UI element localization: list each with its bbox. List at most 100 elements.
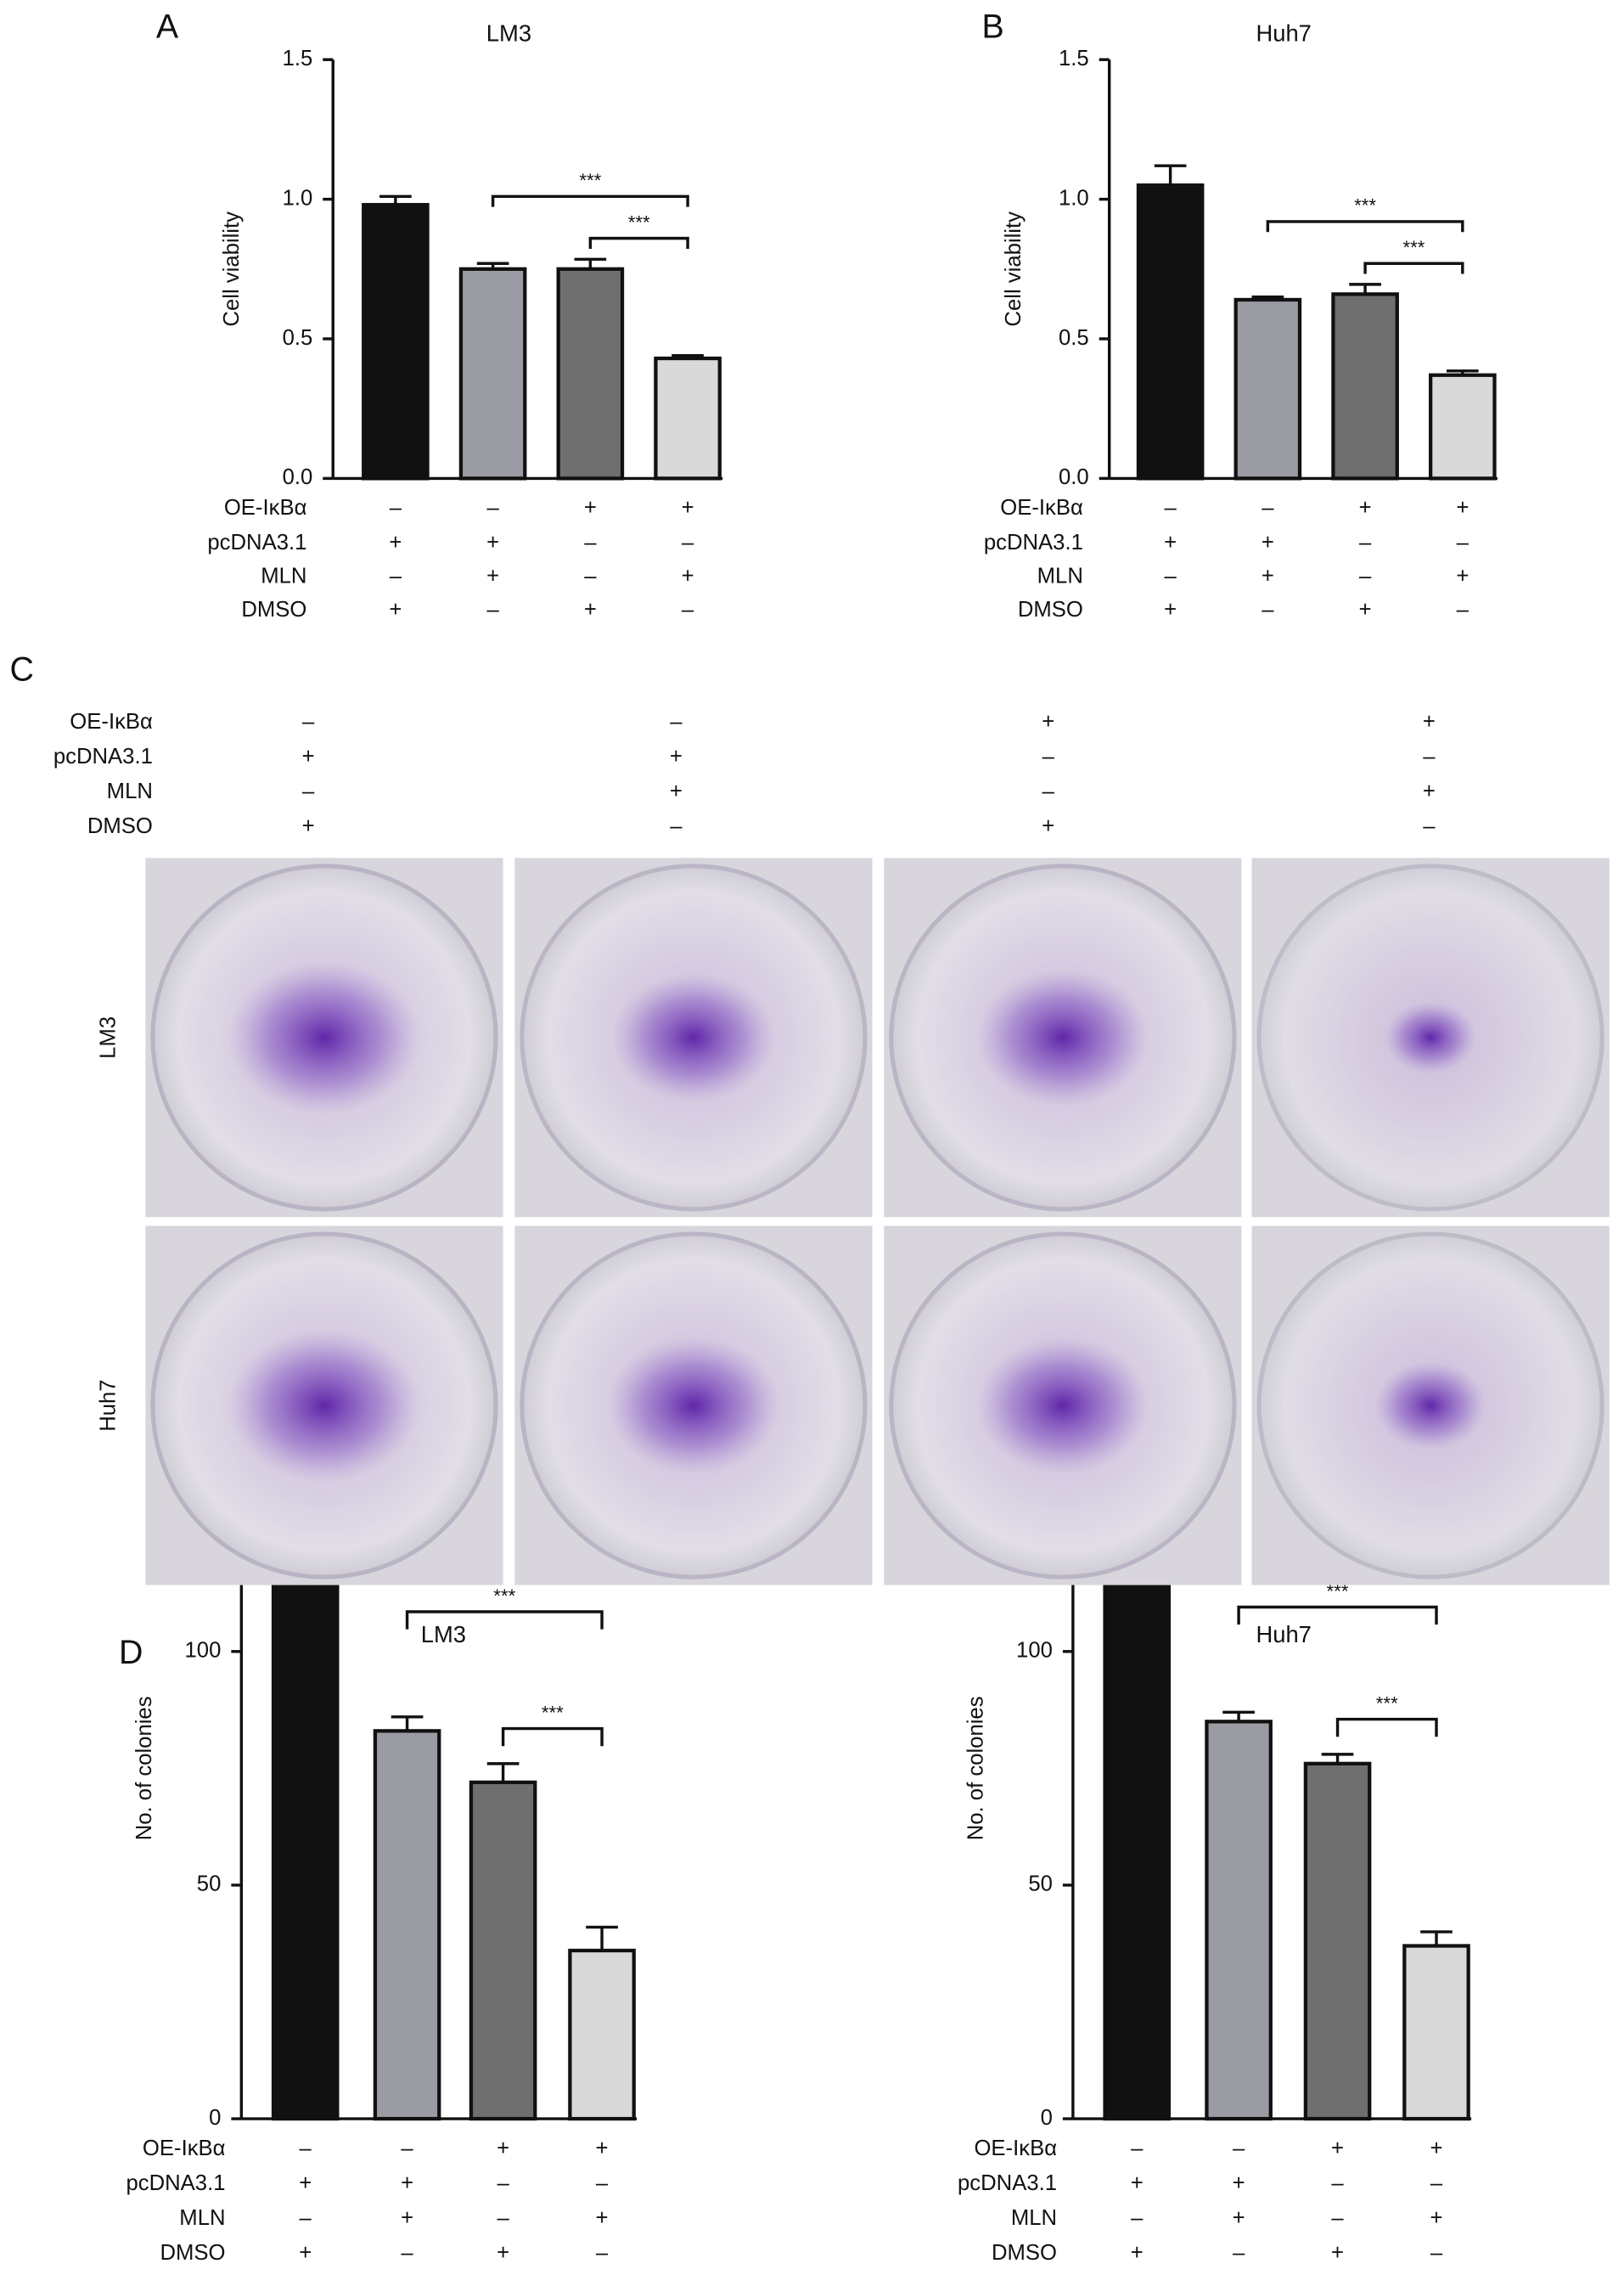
significance-bracket	[588, 236, 689, 249]
condition-sign: –	[596, 2241, 609, 2265]
y-axis-label: No. of colonies	[964, 1696, 988, 1840]
colony-photo	[1251, 1225, 1610, 1585]
significance-label: ***	[493, 1585, 515, 1607]
condition-sign: –	[401, 2241, 413, 2265]
condition-sign: –	[1331, 2171, 1344, 2195]
condition-sign: +	[1042, 814, 1054, 838]
condition-sign: –	[1262, 496, 1274, 520]
chart-title: LM3	[486, 20, 531, 46]
y-tick-label: 1.5	[1059, 47, 1089, 70]
stain	[976, 969, 1149, 1106]
condition-sign: +	[1456, 565, 1469, 588]
condition-label: OE-IκBα	[143, 2137, 226, 2160]
significance-bracket	[1363, 262, 1464, 274]
condition-label: pcDNA3.1	[207, 531, 306, 555]
panel-label: D	[119, 1634, 143, 1671]
condition-sign: –	[1423, 814, 1436, 838]
condition-sign: –	[1164, 496, 1177, 520]
chart-title: Huh7	[1256, 1621, 1311, 1647]
chart-title: Huh7	[1256, 20, 1311, 46]
condition-sign: –	[1131, 2137, 1144, 2160]
stain	[228, 1329, 421, 1482]
colony-photo	[514, 858, 873, 1218]
y-axis-label: No. of colonies	[132, 1696, 156, 1840]
significance-bracket	[501, 1726, 604, 1747]
condition-sign: +	[1131, 2241, 1144, 2265]
condition-sign: –	[497, 2206, 509, 2230]
condition-sign: +	[1331, 2137, 1344, 2160]
condition-sign: –	[390, 496, 402, 520]
significance-label: ***	[628, 211, 650, 233]
condition-label: MLN	[1037, 565, 1083, 588]
condition-sign: –	[1359, 531, 1372, 555]
bar	[469, 1780, 537, 2121]
condition-sign: +	[401, 2206, 413, 2230]
condition-label: OE-IκBα	[224, 496, 307, 520]
condition-sign: –	[670, 710, 683, 734]
stain	[607, 1337, 780, 1474]
condition-sign: +	[1233, 2171, 1245, 2195]
y-tick-label: 0.0	[283, 465, 313, 489]
bar	[1303, 1761, 1372, 2121]
y-tick-label: 1.0	[283, 186, 313, 210]
condition-sign: +	[1423, 780, 1436, 803]
condition-label: pcDNA3.1	[126, 2171, 226, 2195]
significance-bracket	[1237, 1605, 1438, 1625]
stain	[612, 973, 775, 1102]
panel-label: B	[982, 8, 1004, 46]
bar	[458, 267, 527, 481]
stain	[228, 961, 421, 1114]
condition-sign: –	[486, 598, 499, 622]
condition-sign: –	[390, 565, 402, 588]
y-axis-label: Cell viability	[220, 211, 244, 327]
condition-sign: +	[1331, 2241, 1344, 2265]
bar	[1429, 373, 1497, 481]
condition-sign: +	[389, 598, 402, 622]
colony-photo	[1251, 858, 1610, 1218]
condition-label: pcDNA3.1	[958, 2171, 1057, 2195]
condition-sign: +	[497, 2137, 509, 2160]
condition-sign: –	[1042, 780, 1055, 803]
condition-sign: +	[302, 745, 315, 769]
condition-sign: +	[1131, 2171, 1144, 2195]
colony-photo	[884, 1225, 1242, 1585]
condition-sign: +	[1042, 710, 1054, 734]
row-label: LM3	[96, 1016, 120, 1059]
condition-sign: +	[299, 2171, 312, 2195]
condition-sign: –	[596, 2171, 609, 2195]
condition-sign: +	[682, 565, 694, 588]
condition-sign: –	[670, 814, 683, 838]
bar	[1205, 1720, 1273, 2121]
bar	[568, 1948, 636, 2121]
colony-photo	[884, 858, 1242, 1218]
condition-sign: +	[1233, 2206, 1245, 2230]
condition-sign: +	[1164, 598, 1177, 622]
condition-sign: +	[486, 531, 499, 555]
bar	[1402, 1944, 1470, 2121]
condition-sign: +	[670, 745, 683, 769]
condition-sign: –	[1457, 531, 1469, 555]
condition-label: DMSO	[241, 598, 306, 622]
condition-sign: +	[584, 598, 597, 622]
bar	[373, 1729, 441, 2121]
condition-label: OE-IκBα	[974, 2137, 1057, 2160]
condition-label: MLN	[107, 780, 153, 803]
y-tick-label: 50	[1028, 1872, 1053, 1896]
condition-label: pcDNA3.1	[53, 745, 153, 769]
significance-label: ***	[579, 170, 601, 191]
condition-label: DMSO	[1018, 598, 1083, 622]
condition-sign: +	[1359, 598, 1372, 622]
condition-sign: –	[682, 598, 694, 622]
condition-sign: –	[1233, 2241, 1245, 2265]
condition-label: DMSO	[87, 814, 153, 838]
condition-sign: +	[1359, 496, 1372, 520]
condition-sign: +	[486, 565, 499, 588]
condition-sign: +	[1430, 2206, 1443, 2230]
condition-sign: +	[584, 496, 597, 520]
colony-photo	[145, 858, 503, 1218]
bar	[271, 1579, 340, 2121]
condition-sign: –	[1359, 565, 1372, 588]
y-tick-label: 1.0	[1059, 186, 1089, 210]
condition-sign: –	[1331, 2206, 1344, 2230]
significance-label: ***	[1402, 237, 1425, 258]
